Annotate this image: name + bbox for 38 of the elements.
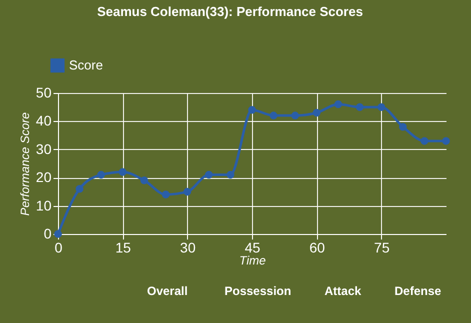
point bbox=[312, 108, 321, 117]
point bbox=[270, 112, 278, 120]
point bbox=[334, 100, 342, 108]
point bbox=[162, 190, 170, 198]
text: Defense bbox=[394, 284, 442, 298]
point bbox=[377, 103, 386, 111]
point bbox=[399, 122, 407, 131]
point bbox=[97, 170, 105, 179]
point bbox=[205, 170, 213, 179]
point bbox=[226, 170, 234, 179]
y-tick-label: 30 bbox=[36, 140, 52, 157]
x-tick-label: 45 bbox=[244, 240, 260, 256]
y-tick-label: 40 bbox=[36, 112, 52, 129]
legend-label: Score bbox=[69, 58, 103, 72]
x-tick-label: 0 bbox=[54, 240, 63, 256]
text: Overall bbox=[147, 284, 188, 298]
x-tick-label: 60 bbox=[309, 240, 326, 256]
x-axis-title: Time bbox=[239, 254, 266, 268]
text: Possession bbox=[224, 284, 292, 298]
x-tick-label: 30 bbox=[180, 240, 196, 256]
y-tick-label: 10 bbox=[36, 197, 52, 214]
x-tick-label: 75 bbox=[374, 240, 390, 256]
point bbox=[118, 168, 127, 176]
chart-title: Seamus Coleman(33): Performance Scores bbox=[97, 4, 363, 19]
point bbox=[140, 176, 148, 184]
y-axis-title: Performance Score bbox=[18, 112, 32, 216]
point bbox=[291, 112, 299, 120]
point bbox=[76, 185, 84, 193]
y-tick-label: 20 bbox=[36, 169, 52, 186]
point bbox=[248, 106, 256, 114]
text: Attack bbox=[324, 284, 362, 298]
y-tick-label: 50 bbox=[36, 84, 52, 100]
x-tick-label: 15 bbox=[115, 240, 132, 256]
point bbox=[442, 137, 450, 145]
point bbox=[420, 137, 428, 145]
point bbox=[356, 103, 364, 111]
point bbox=[183, 188, 192, 196]
y-tick-label: 0 bbox=[44, 226, 52, 242]
